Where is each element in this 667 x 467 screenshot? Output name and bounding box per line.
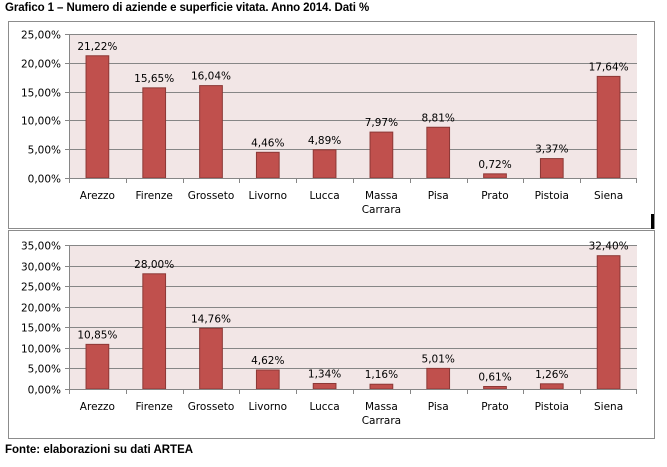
x-tick-label: Pisa <box>428 190 449 202</box>
bar-prato <box>483 173 507 179</box>
chart-superficie: 0,00% 5,00% 10,00% 15,00% 20,00% 25,00% 30,00%… <box>21 241 637 427</box>
x-tick-label: Prato <box>481 190 508 202</box>
x-tick-label: Arezzo <box>80 401 115 413</box>
x-tick-label: Siena <box>594 401 623 413</box>
bar-siena <box>596 255 621 390</box>
data-label: 1,34% <box>308 368 341 380</box>
bar-siena <box>596 75 621 179</box>
bar-arezzo <box>85 343 110 390</box>
y-tick-label: 10,00% <box>21 116 61 128</box>
x-tick-label: Grosseto <box>188 190 235 202</box>
bar-livorno <box>255 369 280 390</box>
data-label: 4,46% <box>251 137 284 149</box>
x-tick-label: Massa <box>365 401 398 413</box>
y-tick-label: 30,00% <box>21 262 61 274</box>
x-tick-label: Firenze <box>136 401 173 413</box>
x-tick-label: Carrara <box>362 204 401 216</box>
bar-pisa <box>426 126 451 179</box>
bar-lucca <box>312 149 337 179</box>
source-note: Fonte: elaborazioni su dati ARTEA <box>5 444 194 456</box>
bar-firenze <box>142 87 167 179</box>
data-label: 0,61% <box>478 371 511 383</box>
data-label: 17,64% <box>589 61 629 73</box>
y-tick-label: 5,00% <box>28 145 61 157</box>
data-label: 32,40% <box>589 241 629 253</box>
x-tick-label: Carrara <box>362 415 401 427</box>
x-tick-label: Pisa <box>428 401 449 413</box>
data-label: 5,01% <box>422 353 455 365</box>
x-tick-label: Lucca <box>309 190 339 202</box>
bar-grosseto <box>199 327 223 390</box>
data-label: 10,85% <box>77 329 117 341</box>
y-tick-label: 10,00% <box>21 344 61 356</box>
y-tick-label: 20,00% <box>21 59 61 71</box>
data-label: 8,81% <box>422 112 455 124</box>
y-tick-label: 5,00% <box>28 364 61 376</box>
bar-massa-carrara <box>369 131 394 179</box>
x-tick-label: Pistoia <box>535 190 569 202</box>
bar-lucca <box>312 382 337 390</box>
y-tick-label: 35,00% <box>21 241 61 253</box>
data-label: 4,89% <box>308 135 341 147</box>
x-tick-label: Livorno <box>248 401 287 413</box>
x-tick-label: Siena <box>594 190 623 202</box>
data-label: 0,72% <box>478 159 511 171</box>
x-tick-label: Grosseto <box>188 401 235 413</box>
text-cursor-marker <box>651 214 654 229</box>
y-tick-label: 0,00% <box>28 385 61 397</box>
bar-pistoia <box>539 383 564 390</box>
y-tick-label: 15,00% <box>21 88 61 100</box>
bar-arezzo <box>85 55 110 179</box>
y-tick-label: 15,00% <box>21 323 61 335</box>
data-label: 14,76% <box>191 313 231 325</box>
y-tick-label: 25,00% <box>21 282 61 294</box>
bar-pisa <box>426 367 451 390</box>
bar-prato <box>483 385 507 390</box>
data-label: 16,04% <box>191 71 231 83</box>
data-label: 4,62% <box>251 355 284 367</box>
bar-pistoia <box>539 158 564 179</box>
x-tick-label: Massa <box>365 190 398 202</box>
bar-massa-carrara <box>369 383 394 390</box>
x-tick-label: Firenze <box>136 190 173 202</box>
x-tick-label: Prato <box>481 401 508 413</box>
x-tick-label: Pistoia <box>535 401 569 413</box>
y-tick-label: 25,00% <box>21 30 61 42</box>
data-label: 1,16% <box>365 369 398 381</box>
data-label: 15,65% <box>134 73 174 85</box>
figure-title: Grafico 1 – Numero di aziende e superfic… <box>5 2 370 14</box>
x-tick-label: Livorno <box>248 190 287 202</box>
data-label: 1,26% <box>535 369 568 381</box>
y-tick-label: 0,00% <box>28 174 61 186</box>
y-tick-label: 20,00% <box>21 303 61 315</box>
bar-grosseto <box>199 85 223 179</box>
bar-livorno <box>255 151 280 179</box>
x-tick-label: Lucca <box>309 401 339 413</box>
data-label: 21,22% <box>77 41 117 53</box>
x-tick-label: Arezzo <box>80 190 115 202</box>
data-label: 28,00% <box>134 259 174 271</box>
chart-aziende: 0,00% 5,00% 10,00% 15,00% 20,00% 25,00% 21,22%… <box>21 30 637 216</box>
data-label: 7,97% <box>365 117 398 129</box>
data-label: 3,37% <box>535 144 568 156</box>
bar-firenze <box>142 273 167 390</box>
